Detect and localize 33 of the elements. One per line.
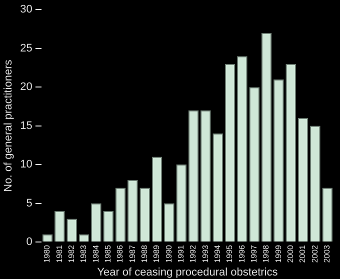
x-tick-label: 1985 bbox=[104, 244, 113, 263]
x-tick-label: 1991 bbox=[176, 244, 186, 263]
x-tick-label: 1999 bbox=[274, 244, 283, 263]
x-tick-label: 1995 bbox=[225, 244, 234, 263]
x-tick-label: 1990 bbox=[164, 244, 174, 263]
x-tick-label: 1994 bbox=[213, 244, 222, 263]
x-tick-label: 2000 bbox=[286, 244, 296, 263]
x-tick-label: 1981 bbox=[54, 244, 64, 263]
x-tick-label: 2001 bbox=[298, 244, 308, 263]
x-tick-label: 1982 bbox=[67, 244, 76, 263]
x-tick-label: 1993 bbox=[200, 244, 210, 263]
x-tick-label: 1996 bbox=[237, 244, 246, 263]
y-tick-label: 20 bbox=[20, 81, 32, 94]
x-tick-label: 1983 bbox=[79, 244, 88, 263]
x-tick-label: 1998 bbox=[262, 244, 271, 263]
x-axis-title: Year of ceasing procedural obstetrics bbox=[97, 266, 278, 278]
x-tick-label: 1984 bbox=[91, 244, 100, 263]
x-tick-label: 1980 bbox=[42, 244, 52, 263]
x-tick-label: 1986 bbox=[116, 244, 125, 263]
x-tick-label: 1988 bbox=[140, 244, 150, 263]
y-tick-label: 0 bbox=[26, 236, 32, 248]
y-tick-label: 5 bbox=[26, 197, 32, 210]
y-tick-label: 15 bbox=[20, 120, 32, 132]
x-tick-label: 1987 bbox=[128, 244, 137, 263]
x-tick-label: 1989 bbox=[152, 244, 162, 263]
x-tick-label: 2003 bbox=[322, 244, 332, 263]
y-axis-title: No. of general practitioners bbox=[2, 59, 15, 192]
x-tick-label: 1992 bbox=[188, 244, 198, 263]
y-tick-label: 30 bbox=[20, 4, 32, 16]
y-tick-label: 25 bbox=[20, 42, 32, 54]
x-tick-label: 2002 bbox=[310, 244, 320, 263]
x-tick-label: 1997 bbox=[250, 244, 259, 263]
y-tick-label: 10 bbox=[20, 158, 32, 171]
